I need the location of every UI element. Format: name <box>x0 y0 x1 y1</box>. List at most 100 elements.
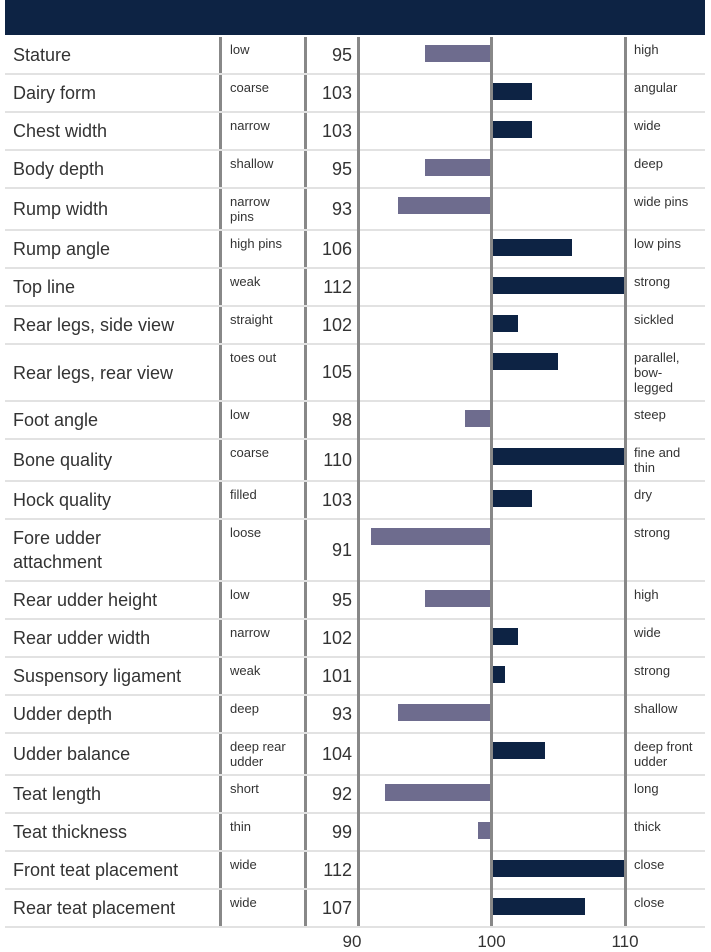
low-label: low <box>222 37 307 73</box>
trait-row: Bone quality coarse 110 fine and thin <box>5 440 705 482</box>
trait-name: Foot angle <box>5 402 222 438</box>
trait-name: Udder depth <box>5 696 222 732</box>
value-label: 93 <box>331 703 352 724</box>
grid-line <box>623 37 627 926</box>
trait-name: Teat length <box>5 776 222 812</box>
low-label: toes out <box>222 345 307 400</box>
high-label: close <box>634 895 665 910</box>
high-label: high <box>634 42 659 57</box>
high-label: dry <box>634 487 653 502</box>
trait-name: Chest width <box>5 113 222 149</box>
value-label: 95 <box>331 589 352 610</box>
high-label: wide <box>634 625 661 640</box>
high-label: fine and thin <box>634 445 681 475</box>
high-label: high <box>634 587 659 602</box>
bar <box>491 860 625 877</box>
bar <box>491 315 519 332</box>
low-label: loose <box>222 520 307 580</box>
trait-row: Fore udder attachment loose 91 strong <box>5 520 705 582</box>
low-label: thin <box>222 814 307 850</box>
high-label: deep <box>634 156 663 171</box>
bar <box>424 45 492 62</box>
trait-name: Top line <box>5 269 222 305</box>
value-label: 95 <box>331 158 352 179</box>
high-label: strong <box>634 663 671 678</box>
bar-cell <box>358 37 625 73</box>
bar-cell <box>358 231 625 267</box>
x-tick-label: 100 <box>477 932 506 951</box>
low-label: wide <box>222 890 307 926</box>
bar-cell <box>358 734 625 774</box>
low-label: filled <box>222 482 307 518</box>
low-label: narrow pins <box>222 189 307 229</box>
bar <box>491 121 532 138</box>
value-label: 103 <box>321 120 352 141</box>
bar-cell <box>358 113 625 149</box>
bar <box>491 666 505 683</box>
high-label: strong <box>634 274 671 289</box>
high-label: wide <box>634 118 661 133</box>
value-label: 95 <box>331 44 352 65</box>
x-tick-label: 110 <box>611 932 639 951</box>
trait-row: Top line weak 112 strong <box>5 269 705 307</box>
trait-row: Stature low 95 high <box>5 37 705 75</box>
high-label: sickled <box>634 312 674 327</box>
value-label: 112 <box>323 859 352 880</box>
trait-name: Rear legs, side view <box>5 307 222 343</box>
bar-cell <box>358 814 625 850</box>
grid-line <box>356 37 360 926</box>
value-label: 107 <box>321 897 352 918</box>
bar <box>491 83 532 100</box>
trait-name: Front teat placement <box>5 852 222 888</box>
trait-name: Rump angle <box>5 231 222 267</box>
bar <box>398 704 492 721</box>
trait-name: Stature <box>5 37 222 73</box>
bar-cell <box>358 345 625 400</box>
trait-name: Suspensory ligament <box>5 658 222 694</box>
low-label: deep <box>222 696 307 732</box>
low-label: narrow <box>222 113 307 149</box>
bar-cell <box>358 658 625 694</box>
trait-row: Rear teat placement wide 107 close <box>5 890 705 928</box>
trait-row: Body depth shallow 95 deep <box>5 151 705 189</box>
bar-cell <box>358 402 625 438</box>
bar <box>491 353 559 370</box>
value-label: 106 <box>321 238 352 259</box>
trait-row: Rear udder width narrow 102 wide <box>5 620 705 658</box>
value-label: 110 <box>323 449 352 470</box>
bar-cell <box>358 852 625 888</box>
trait-name: Hock quality <box>5 482 222 518</box>
trait-row: Dairy form coarse 103 angular <box>5 75 705 113</box>
high-label: long <box>634 781 659 796</box>
trait-name: Rear teat placement <box>5 890 222 926</box>
value-label: 103 <box>321 82 352 103</box>
bar-cell <box>358 75 625 111</box>
bar <box>424 590 492 607</box>
bar-cell <box>358 696 625 732</box>
value-label: 112 <box>323 276 352 297</box>
trait-row: Udder balance deep rear udder 104 deep fron… <box>5 734 705 776</box>
bar <box>491 448 625 465</box>
bar <box>371 528 492 545</box>
page: Stature low 95 high Dairy form coarse 103 angul… <box>5 0 705 951</box>
bar <box>491 898 585 915</box>
profile-table: Stature low 95 high Dairy form coarse 103 angul… <box>5 37 705 928</box>
trait-row: Rear legs, side view straight 102 sickled <box>5 307 705 345</box>
bar-cell <box>358 890 625 926</box>
high-label: strong <box>634 525 671 540</box>
low-label: short <box>222 776 307 812</box>
low-label: shallow <box>222 151 307 187</box>
bar-cell <box>358 440 625 480</box>
trait-name: Body depth <box>5 151 222 187</box>
high-label: steep <box>634 407 666 422</box>
low-label: low <box>222 402 307 438</box>
bar-cell <box>358 269 625 305</box>
value-label: 105 <box>321 362 352 382</box>
value-label: 103 <box>321 489 352 510</box>
trait-name: Fore udder attachment <box>5 520 222 580</box>
low-label: weak <box>222 269 307 305</box>
trait-row: Suspensory ligament weak 101 strong <box>5 658 705 696</box>
bar-cell <box>358 307 625 343</box>
bar <box>491 239 572 256</box>
low-label: coarse <box>222 440 307 480</box>
